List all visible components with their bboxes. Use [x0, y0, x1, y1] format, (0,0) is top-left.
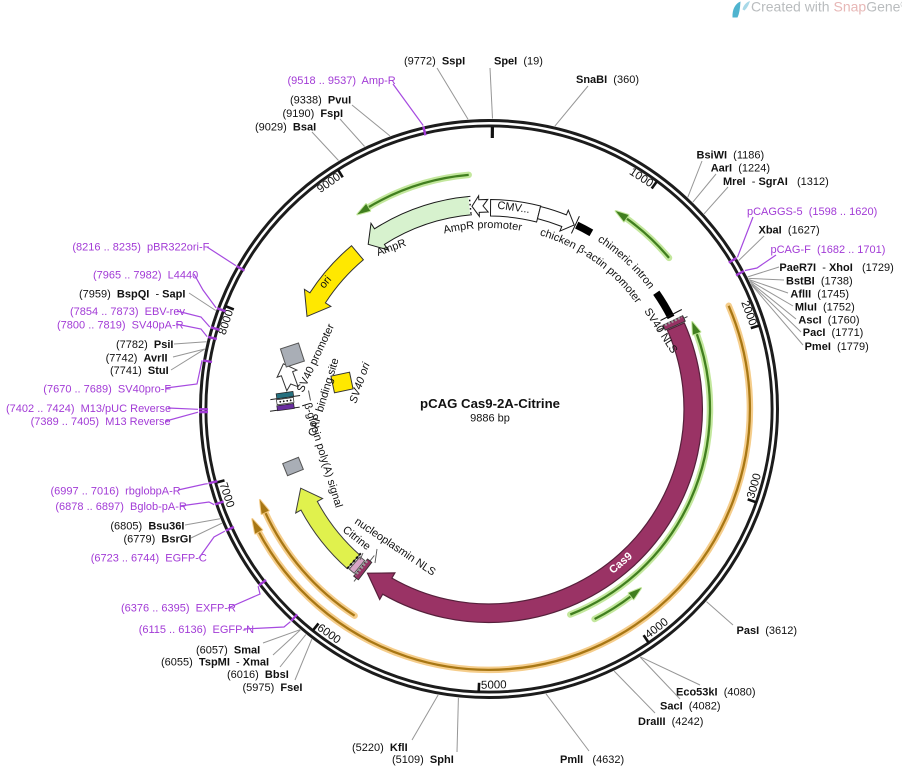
svg-text:PaeR7I - XhoI (1729): PaeR7I - XhoI (1729): [779, 262, 893, 274]
svg-text:(7854 .. 7873) EBV-rev: (7854 .. 7873) EBV-rev: [70, 306, 185, 318]
svg-text:(9772) SspI: (9772) SspI: [404, 56, 465, 68]
svg-text:PmeI (1779): PmeI (1779): [805, 341, 869, 353]
svg-text:PasI (3612): PasI (3612): [737, 625, 798, 637]
svg-text:(6057) SmaI: (6057) SmaI: [196, 645, 260, 657]
svg-text:(7402 .. 7424) M13/pUC Revers: (7402 .. 7424) M13/pUC Reverse: [6, 403, 171, 415]
svg-text:DraIII (4242): DraIII (4242): [638, 716, 703, 728]
svg-text:SpeI (19): SpeI (19): [494, 56, 543, 68]
svg-text:(9190) FspI: (9190) FspI: [283, 108, 344, 120]
svg-text:MluI (1752): MluI (1752): [795, 302, 855, 314]
svg-text:(5220) KflI: (5220) KflI: [352, 742, 408, 754]
svg-text:(7670 .. 7689) SV40pro-F: (7670 .. 7689) SV40pro-F: [43, 384, 171, 396]
svg-text:SnaBI (360): SnaBI (360): [576, 74, 639, 86]
svg-text:(6115 .. 6136) EGFP-N: (6115 .. 6136) EGFP-N: [139, 624, 254, 636]
svg-text:(7782) PsiI: (7782) PsiI: [116, 339, 174, 351]
svg-text:PacI (1771): PacI (1771): [803, 327, 864, 339]
svg-text:PmlI (4632): PmlI (4632): [560, 754, 624, 766]
svg-text:5000: 5000: [481, 679, 507, 691]
svg-text:pCAG Cas9-2A-Citrine: pCAG Cas9-2A-Citrine: [420, 396, 560, 411]
svg-text:(9518 .. 9537) Amp-R: (9518 .. 9537) Amp-R: [288, 75, 396, 87]
svg-text:(6779) BsrGI: (6779) BsrGI: [124, 534, 192, 546]
svg-text:(7800 .. 7819) SV40pA-R: (7800 .. 7819) SV40pA-R: [57, 320, 184, 332]
svg-text:BstBI (1738): BstBI (1738): [786, 276, 853, 288]
svg-text:(8216 .. 8235) pBR322ori-F: (8216 .. 8235) pBR322ori-F: [72, 242, 209, 254]
svg-text:MreI - SgrAI (1312): MreI - SgrAI (1312): [723, 176, 829, 188]
svg-text:(6723 .. 6744) EGFP-C: (6723 .. 6744) EGFP-C: [91, 553, 207, 565]
svg-text:(6805) Bsu36I: (6805) Bsu36I: [110, 521, 184, 533]
svg-text:(6016) BbsI: (6016) BbsI: [227, 669, 289, 681]
svg-text:(6055) TspMI - XmaI: (6055) TspMI - XmaI: [161, 657, 269, 669]
svg-text:(6878 .. 6897) Bglob-pA-R: (6878 .. 6897) Bglob-pA-R: [55, 501, 187, 513]
svg-text:(6376 .. 6395) EXFP-R: (6376 .. 6395) EXFP-R: [121, 603, 236, 615]
svg-text:9886 bp: 9886 bp: [470, 413, 510, 425]
svg-text:XbaI (1627): XbaI (1627): [759, 225, 820, 237]
svg-text:(7959) BspQI - SapI: (7959) BspQI - SapI: [79, 289, 185, 301]
svg-text:Created with SnapGene®: Created with SnapGene®: [751, 0, 902, 15]
svg-text:AscI (1760): AscI (1760): [798, 314, 859, 326]
svg-text:AarI (1224): AarI (1224): [711, 163, 770, 175]
svg-text:pCAGGS-5 (1598 .. 1620): pCAGGS-5 (1598 .. 1620): [747, 206, 877, 218]
svg-text:(6997 .. 7016) rbglobpA-R: (6997 .. 7016) rbglobpA-R: [51, 486, 181, 498]
svg-text:(5109) SphI: (5109) SphI: [392, 754, 454, 766]
svg-text:(9338) PvuI: (9338) PvuI: [290, 95, 351, 107]
svg-text:Eco53kI (4080): Eco53kI (4080): [676, 687, 756, 699]
svg-text:AflII (1745): AflII (1745): [790, 289, 849, 301]
svg-text:(9029) BsaI: (9029) BsaI: [255, 122, 316, 134]
svg-text:(7389 .. 7405) M13 Reverse: (7389 .. 7405) M13 Reverse: [31, 416, 171, 428]
svg-text:pCAG-F (1682 .. 1701): pCAG-F (1682 .. 1701): [771, 244, 886, 256]
svg-text:(7965 .. 7982) L4440: (7965 .. 7982) L4440: [93, 270, 198, 282]
svg-text:(7742) AvrII: (7742) AvrII: [106, 353, 168, 365]
svg-text:(5975) FseI: (5975) FseI: [243, 682, 303, 694]
svg-text:BsiWI (1186): BsiWI (1186): [697, 150, 765, 162]
svg-text:(7741) StuI: (7741) StuI: [110, 365, 169, 377]
svg-text:SacI (4082): SacI (4082): [660, 701, 721, 713]
